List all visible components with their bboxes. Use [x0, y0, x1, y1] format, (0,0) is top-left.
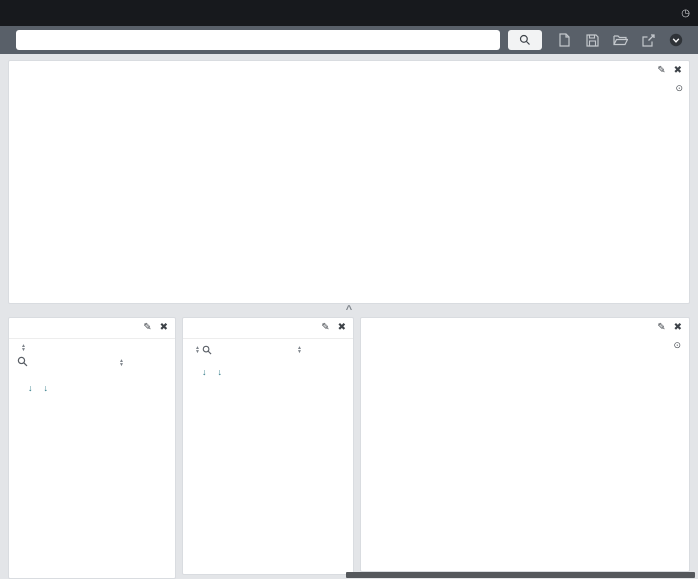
zips-col1-header[interactable]: ▲ ▼	[191, 345, 293, 355]
line-chart[interactable]	[9, 81, 587, 293]
zips-count-header[interactable]: ▲ ▼	[293, 345, 345, 355]
sort-icon: ▲ ▼	[119, 358, 124, 368]
sort-icon: ▲ ▼	[195, 345, 200, 355]
panel-top-zip-codes: ✎ ✖ ▲ ▼ ▲ ▼	[182, 317, 354, 575]
save-dashboard-icon[interactable]	[578, 30, 606, 50]
bar-chart-legend: ⊙	[673, 340, 681, 351]
export-formatted-link[interactable]: ↓	[217, 367, 223, 378]
dashboard-toolbar	[550, 30, 690, 50]
close-panel-icon[interactable]: ✖	[159, 322, 168, 333]
streets-col1-header[interactable]: ▲ ▼	[17, 343, 167, 353]
legend-gear-icon: ⊙	[675, 83, 683, 93]
close-panel-icon[interactable]: ✖	[673, 65, 682, 76]
time-picker[interactable]: ◷	[677, 8, 698, 19]
zips-export-row: ↓ ↓	[183, 359, 353, 384]
download-icon: ↓	[28, 383, 33, 393]
streets-table-header: ▲ ▼ ▲ ▼	[9, 338, 175, 375]
open-dashboard-icon[interactable]	[606, 30, 634, 50]
collapse-row-icon[interactable]: ^	[345, 304, 353, 316]
search-button[interactable]	[508, 30, 542, 50]
export-formatted-link[interactable]: ↓	[43, 383, 49, 394]
download-icon: ↓	[217, 367, 223, 377]
legend-gear-icon: ⊙	[673, 340, 681, 350]
legend-toggle[interactable]: ⊙	[587, 83, 683, 94]
share-dashboard-icon[interactable]	[634, 30, 662, 50]
new-dashboard-icon[interactable]	[550, 30, 578, 50]
streets-export-row: ↓ ↓	[9, 375, 175, 400]
sort-icon: ▲ ▼	[21, 343, 26, 353]
column-search-icon	[202, 345, 212, 355]
search-icon	[519, 34, 530, 45]
sort-icon: ▲ ▼	[297, 345, 302, 355]
dashboard-content: ✎ ✖ ⊙ ^ ✎ ✖	[0, 54, 698, 579]
top-navbar: ◷	[0, 0, 698, 26]
query-bar	[0, 26, 698, 54]
line-chart-legend: ⊙	[587, 81, 689, 293]
close-panel-icon[interactable]: ✖	[337, 322, 346, 333]
export-raw-link[interactable]: ↓	[201, 367, 207, 378]
download-icon: ↓	[202, 367, 207, 377]
panel-top-streets: ✎ ✖ ▲ ▼ ▲ ▼	[8, 317, 176, 579]
query-input[interactable]	[16, 30, 500, 50]
edit-panel-icon[interactable]: ✎	[143, 322, 152, 333]
clock-icon: ◷	[681, 7, 690, 19]
legend-toggle[interactable]: ⊙	[673, 340, 681, 351]
kibana-logo[interactable]	[0, 1, 150, 25]
edit-panel-icon[interactable]: ✎	[657, 322, 666, 333]
export-raw-link[interactable]: ↓	[27, 383, 33, 394]
panel-injuries-header: ✎ ✖	[9, 61, 689, 81]
toggle-filter-icon[interactable]	[662, 30, 690, 50]
dashboard-row-2: ✎ ✖ ▲ ▼ ▲ ▼	[8, 317, 690, 579]
bar-chart[interactable]: ⊙	[361, 338, 689, 575]
streets-count-header[interactable]: ▲ ▼	[115, 358, 167, 368]
panel-injury-count: ✎ ✖ ⊙	[360, 317, 690, 572]
column-search-icon[interactable]	[17, 354, 115, 372]
panel-injuries-by-type: ✎ ✖ ⊙	[8, 60, 690, 304]
zips-table-header: ▲ ▼ ▲ ▼	[183, 338, 353, 359]
close-panel-icon[interactable]: ✖	[673, 322, 682, 333]
horizontal-scrollbar[interactable]	[346, 572, 695, 578]
edit-panel-icon[interactable]: ✎	[657, 65, 666, 76]
download-icon: ↓	[43, 383, 49, 393]
edit-panel-icon[interactable]: ✎	[321, 322, 330, 333]
